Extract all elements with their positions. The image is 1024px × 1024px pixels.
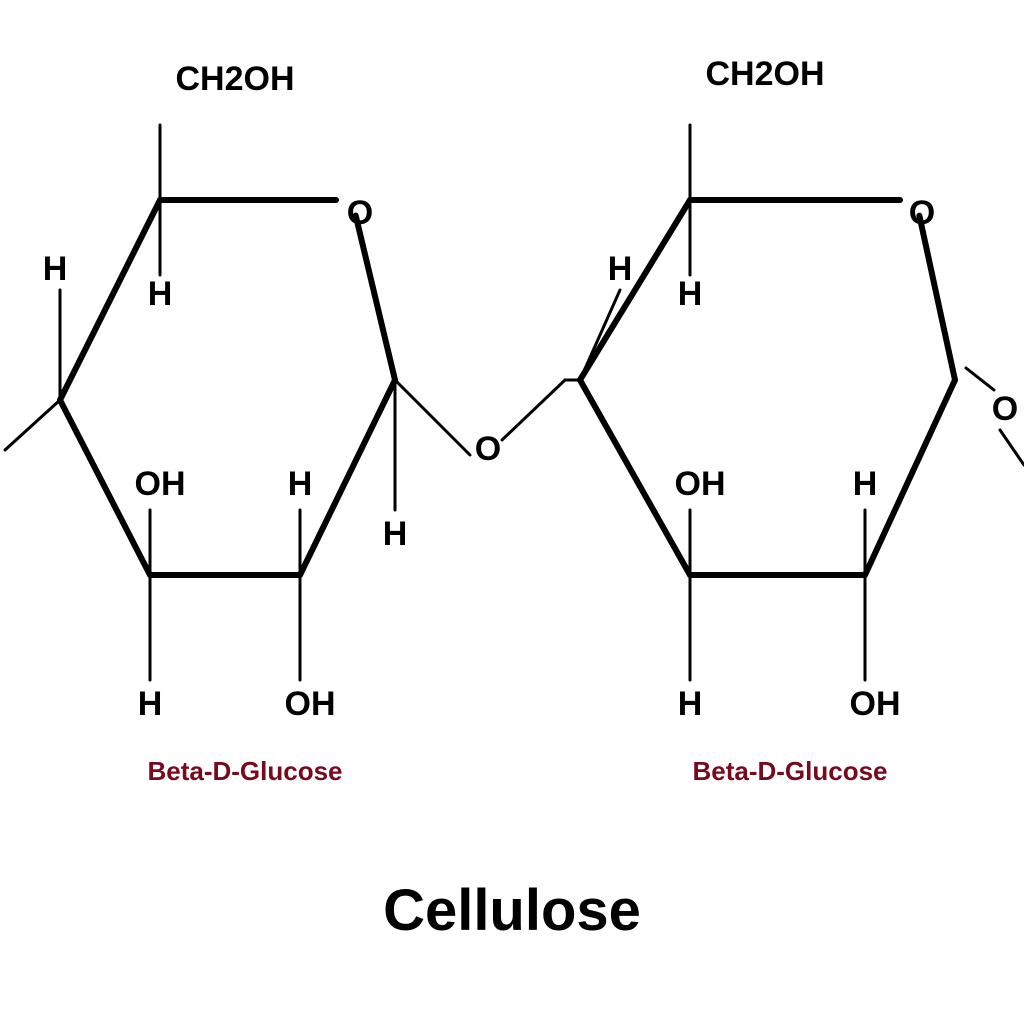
atom-ch2oh_top: CH2OH bbox=[175, 60, 294, 98]
atom-h_c3: H bbox=[678, 685, 703, 723]
cellulose-diagram: OCH2OHHHOHHHOHHBeta-D-GlucoseOOCH2OHHHOH… bbox=[0, 0, 1024, 1024]
atom-h_c5: H bbox=[678, 275, 703, 313]
ring-oxygen: O bbox=[347, 194, 373, 232]
atom-h_c2: H bbox=[853, 465, 878, 503]
atom-oh_c3: OH bbox=[675, 465, 726, 503]
atom-oh_c2: OH bbox=[285, 685, 336, 723]
atom-h_c4: H bbox=[43, 250, 68, 288]
atom-oh_c3: OH bbox=[135, 465, 186, 503]
atom-h_c1: H bbox=[383, 515, 408, 553]
atom-h_c5: H bbox=[148, 275, 173, 313]
atom-o_c1: O bbox=[992, 390, 1018, 428]
bridge-oxygen: O bbox=[475, 430, 501, 468]
ring-oxygen: O bbox=[909, 194, 935, 232]
unit1-caption: Beta-D-Glucose bbox=[147, 756, 342, 786]
atom-oh_c2: OH bbox=[850, 685, 901, 723]
atom-h_c3: H bbox=[138, 685, 163, 723]
unit2-caption: Beta-D-Glucose bbox=[692, 756, 887, 786]
atom-h_c2: H bbox=[288, 465, 313, 503]
diagram-title: Cellulose bbox=[383, 878, 641, 943]
atom-ch2oh_top: CH2OH bbox=[705, 55, 824, 93]
atom-h_c4: H bbox=[608, 250, 633, 288]
